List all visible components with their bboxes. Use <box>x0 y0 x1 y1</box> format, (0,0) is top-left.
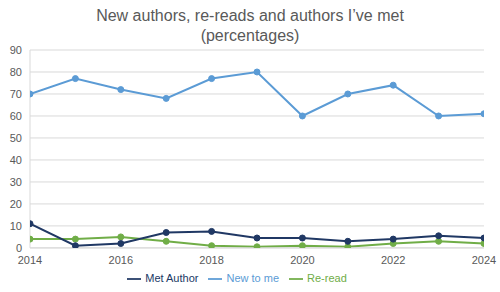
svg-text:80: 80 <box>10 66 22 78</box>
html-text:Re-read: Re-read <box>307 271 347 284</box>
svg-text:2024: 2024 <box>472 254 492 266</box>
svg-text:2016: 2016 <box>109 254 133 266</box>
html-text:Met Author: Met Author <box>145 271 199 284</box>
html-text:New to me: New to me <box>226 271 279 284</box>
svg-text:70: 70 <box>10 88 22 100</box>
svg-text:60: 60 <box>10 110 22 122</box>
svg-text:10: 10 <box>10 220 22 232</box>
html-text:New authors, re-reads and auth: New authors, re-reads and authors I’ve m… <box>96 7 404 44</box>
svg-text:20: 20 <box>10 198 22 210</box>
svg-text:2018: 2018 <box>199 254 223 266</box>
svg-text:40: 40 <box>10 154 22 166</box>
svg-text:2022: 2022 <box>381 254 405 266</box>
svg-text:2014: 2014 <box>18 254 42 266</box>
svg-text:0: 0 <box>16 242 22 254</box>
svg-text:30: 30 <box>10 176 22 188</box>
svg-text:90: 90 <box>10 44 22 56</box>
svg-text:2020: 2020 <box>290 254 314 266</box>
svg-text:50: 50 <box>10 132 22 144</box>
